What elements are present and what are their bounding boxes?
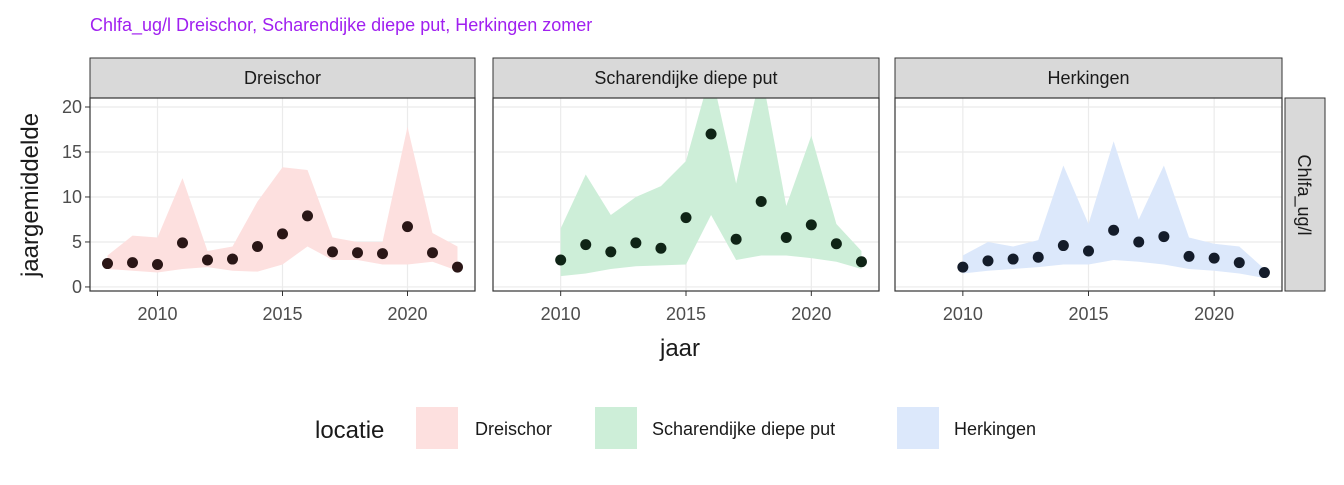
point (630, 237, 642, 249)
point (705, 128, 717, 140)
point (730, 233, 742, 245)
point (127, 257, 138, 269)
panel-border (894, 97, 1283, 292)
point (1133, 236, 1145, 248)
point (1258, 267, 1270, 279)
point (1158, 231, 1170, 243)
legend-label: Herkingen (954, 419, 1036, 439)
x-tick-label: 2010 (137, 304, 177, 324)
point (605, 246, 617, 258)
strip (89, 57, 476, 99)
point (252, 240, 263, 252)
legend-key (416, 407, 458, 449)
point (580, 239, 592, 251)
panel-data (957, 141, 1270, 279)
strip-label: Dreischor (244, 68, 321, 88)
panel-data (555, 98, 867, 277)
point (982, 255, 994, 267)
point (1007, 253, 1019, 265)
x-tick-label: 2020 (1194, 304, 1234, 324)
legend-key (595, 407, 637, 449)
point (177, 237, 188, 249)
point (327, 246, 338, 258)
x-tick-label: 2015 (1068, 304, 1108, 324)
point (1233, 257, 1245, 269)
point (1208, 252, 1220, 264)
point (680, 212, 692, 224)
point (655, 242, 667, 254)
x-axis-label: jaar (659, 335, 700, 362)
x-tick-label: 2010 (541, 304, 581, 324)
ribbon (962, 141, 1265, 278)
point (227, 253, 238, 265)
point (1057, 240, 1069, 252)
point (555, 254, 567, 266)
panel-data (102, 126, 463, 273)
point (1183, 250, 1195, 262)
y-tick-label: 15 (62, 142, 82, 162)
panel-border (89, 97, 476, 292)
point (402, 221, 413, 233)
chart-title: Chlfa_ug/l Dreischor, Scharendijke diepe… (90, 15, 592, 36)
point (202, 254, 213, 266)
point (805, 219, 817, 231)
strip-right-label: Chlfa_ug/l (1293, 154, 1314, 235)
ribbon (107, 126, 458, 273)
legend-label: Scharendijke diepe put (652, 419, 835, 439)
legend-label: Dreischor (475, 419, 552, 439)
point (1108, 224, 1120, 236)
point (377, 248, 388, 260)
legend-title: locatie (315, 417, 384, 444)
point (102, 258, 113, 270)
y-axis-label: jaargemiddelde (17, 113, 44, 278)
point (352, 247, 363, 259)
x-tick-label: 2015 (666, 304, 706, 324)
panel-border (492, 97, 880, 292)
point (302, 210, 313, 222)
ribbon (560, 98, 862, 277)
x-tick-label: 2020 (791, 304, 831, 324)
y-tick-label: 5 (72, 232, 82, 252)
point (755, 195, 767, 207)
point (452, 261, 463, 273)
strip (492, 57, 880, 99)
point (277, 228, 288, 240)
x-tick-label: 2020 (387, 304, 427, 324)
strip-label: Herkingen (1047, 68, 1129, 88)
point (1032, 251, 1044, 263)
legend-key (897, 407, 939, 449)
strip-label: Scharendijke diepe put (594, 68, 777, 88)
y-tick-label: 10 (62, 187, 82, 207)
point (855, 256, 867, 268)
y-tick-label: 20 (62, 97, 82, 117)
strip-right (1284, 97, 1326, 292)
point (780, 231, 792, 243)
x-tick-label: 2015 (262, 304, 302, 324)
point (957, 261, 969, 273)
x-tick-label: 2010 (943, 304, 983, 324)
point (1083, 245, 1094, 257)
point (427, 247, 438, 259)
point (830, 238, 842, 250)
y-tick-label: 0 (72, 277, 82, 297)
point (152, 258, 163, 270)
